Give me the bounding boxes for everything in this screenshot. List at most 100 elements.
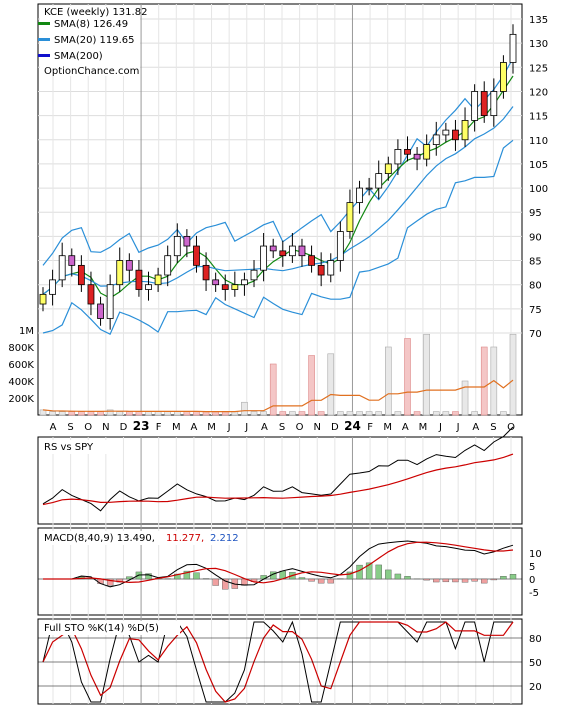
rs-line	[42, 426, 514, 512]
volume-bar	[49, 411, 56, 416]
macd-tick-label: -5	[529, 588, 539, 599]
volume-tick-label: 800K	[8, 343, 34, 354]
candle-body	[423, 144, 431, 160]
sma20-swatch	[38, 38, 50, 41]
macd-label: MACD(8,40,9) 13.490,	[44, 533, 155, 544]
volume-bar	[58, 411, 66, 416]
candle-body	[298, 245, 306, 257]
candlesticks	[39, 24, 517, 330]
macd-histogram-bar	[346, 571, 354, 580]
price-tick-label: 70	[529, 329, 542, 340]
volume-bar	[480, 346, 488, 416]
x-tick-label: M	[172, 422, 181, 433]
candle-body	[461, 120, 469, 141]
rs-label-bg	[40, 440, 110, 454]
macd-histogram-bar	[385, 569, 392, 580]
candle-body	[39, 293, 47, 305]
x-tick-label: O	[84, 422, 92, 433]
macd-histogram-bar	[509, 574, 517, 580]
candle-body	[250, 269, 258, 281]
candle-body	[116, 260, 124, 286]
candle-body	[509, 33, 517, 63]
candle-body	[183, 235, 191, 247]
macd-histogram-bar	[375, 564, 382, 580]
volume-tick-label: 600K	[8, 360, 34, 371]
sma200-legend: SMA(200)	[54, 51, 103, 62]
candle-body	[288, 245, 296, 257]
candle-body	[106, 284, 114, 319]
candle-body	[125, 260, 133, 271]
macd-histogram-bar	[193, 572, 200, 580]
candle-body	[202, 264, 210, 281]
candle-body	[145, 284, 152, 290]
candle-body	[317, 264, 325, 276]
candle-body	[327, 260, 335, 276]
x-tick-label: A	[402, 422, 409, 433]
grid	[38, 4, 522, 704]
volume-tick-label: 200K	[8, 394, 34, 405]
x-tick-label: F	[156, 422, 162, 433]
macd-histogram-bar	[471, 578, 478, 582]
rs-average-line	[42, 453, 514, 506]
price-tick-label: 85	[529, 257, 542, 268]
volume-bar	[432, 411, 440, 416]
macd-line	[43, 540, 514, 588]
macd-histogram-bar	[442, 578, 450, 583]
volume-bar	[173, 411, 181, 416]
x-tick-label: M	[383, 422, 392, 433]
price-tick-label: 135	[529, 15, 548, 26]
price-tick-label: 95	[529, 208, 542, 219]
macd-histogram-bar	[404, 576, 411, 580]
sto-tick-label: 20	[529, 682, 542, 693]
volume-bar	[126, 411, 133, 416]
volume-bar	[87, 411, 95, 416]
x-tick-label: M	[207, 422, 216, 433]
sto-label-bg	[40, 621, 180, 635]
candle-body	[365, 187, 373, 190]
volume-average-line	[42, 379, 514, 413]
macd-axis: 10 5 0 -5	[529, 549, 542, 599]
x-tick-label: A	[261, 422, 268, 433]
price-tick-label: 120	[529, 87, 548, 98]
candle-body	[500, 62, 507, 92]
volume-bar	[413, 411, 421, 416]
macd-histogram-bar	[500, 576, 507, 580]
x-tick-label: J	[244, 422, 248, 433]
price-tick-label: 130	[529, 39, 548, 50]
candle-body	[384, 163, 392, 174]
volume-bar	[68, 411, 76, 416]
price-tick-label: 125	[529, 63, 548, 74]
sto-tick-label: 80	[529, 634, 542, 645]
volume-bar	[154, 411, 162, 416]
candle-body	[394, 149, 402, 165]
sto-axis: 80 50 20	[38, 634, 542, 693]
candle-body	[308, 255, 315, 266]
macd-histogram-bar	[394, 573, 402, 580]
macd-histogram-bar	[356, 564, 363, 580]
candle-body	[480, 91, 488, 117]
volume-bar	[241, 401, 248, 416]
lower-band	[42, 139, 514, 336]
volume-bar	[394, 411, 402, 416]
volume-bar	[500, 411, 507, 416]
candle-body	[269, 245, 277, 252]
volume-bar	[452, 411, 459, 416]
x-tick-label: N	[102, 422, 109, 433]
candle-body	[87, 284, 95, 305]
x-tick-label: M	[419, 422, 428, 433]
candle-body	[413, 153, 421, 160]
candle-body	[432, 134, 440, 145]
macd-histogram-bar	[461, 578, 469, 583]
x-tick-label: A	[472, 422, 479, 433]
macd-histogram-bar	[308, 578, 315, 582]
candle-body	[452, 129, 459, 141]
volume-bar	[317, 411, 325, 416]
macd-histogram-bar	[212, 578, 219, 586]
candle-body	[241, 279, 248, 286]
volume-bars	[39, 333, 517, 416]
volume-bar	[509, 333, 517, 416]
macd-histogram-bar	[423, 578, 430, 581]
watermark: OptionChance.com	[44, 66, 139, 77]
